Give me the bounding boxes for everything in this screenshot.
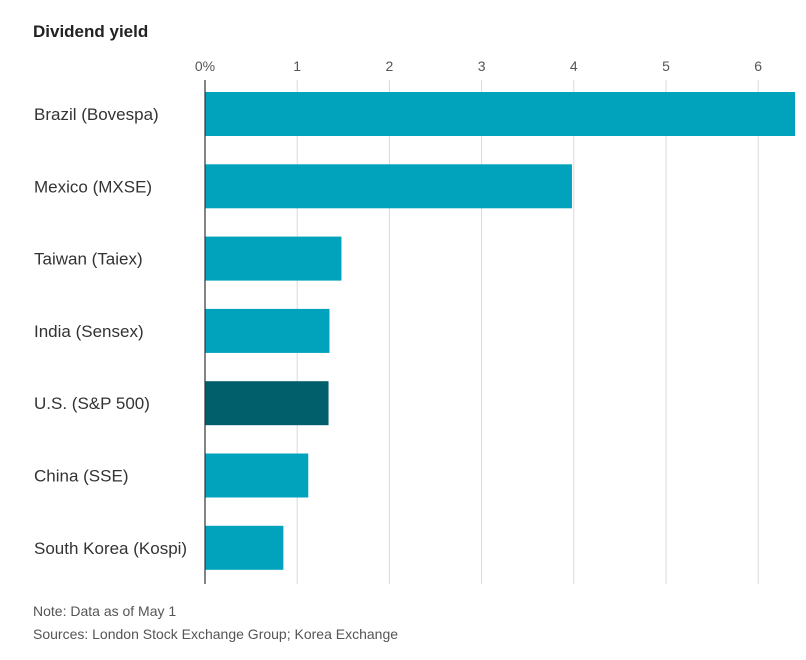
x-axis-ticks: 0% 1 2 3 4 5 6 bbox=[195, 58, 762, 74]
bar bbox=[205, 453, 309, 498]
bar bbox=[205, 92, 796, 136]
category-label: South Korea (Kospi) bbox=[34, 539, 187, 558]
data-note: Note: Data as of May 1 bbox=[33, 603, 177, 619]
bar bbox=[205, 236, 342, 281]
x-tick-label: 0% bbox=[195, 58, 215, 74]
x-tick-label: 3 bbox=[478, 58, 486, 74]
category-label: Mexico (MXSE) bbox=[34, 177, 152, 196]
bar bbox=[205, 525, 284, 570]
x-tick-label: 6 bbox=[754, 58, 762, 74]
x-tick-label: 5 bbox=[662, 58, 670, 74]
category-labels: Brazil (Bovespa) Mexico (MXSE) Taiwan (Tai… bbox=[34, 105, 187, 558]
category-label: India (Sensex) bbox=[34, 322, 144, 341]
bar bbox=[205, 381, 329, 426]
bar bbox=[205, 164, 572, 209]
x-tick-label: 2 bbox=[386, 58, 394, 74]
sources-note: Sources: London Stock Exchange Group; Ko… bbox=[33, 626, 399, 642]
category-label: U.S. (S&P 500) bbox=[34, 394, 150, 413]
category-label: China (SSE) bbox=[34, 467, 128, 486]
chart-title: Dividend yield bbox=[33, 22, 148, 41]
category-label: Taiwan (Taiex) bbox=[34, 250, 143, 269]
gridlines bbox=[296, 80, 759, 584]
bar bbox=[205, 308, 330, 353]
category-label: Brazil (Bovespa) bbox=[34, 105, 159, 124]
x-tick-label: 4 bbox=[570, 58, 578, 74]
bars bbox=[205, 92, 796, 570]
dividend-yield-chart: Dividend yield 0% 1 2 3 4 5 6 Brazil (Bovespa)… bbox=[33, 22, 796, 584]
x-tick-label: 1 bbox=[293, 58, 301, 74]
